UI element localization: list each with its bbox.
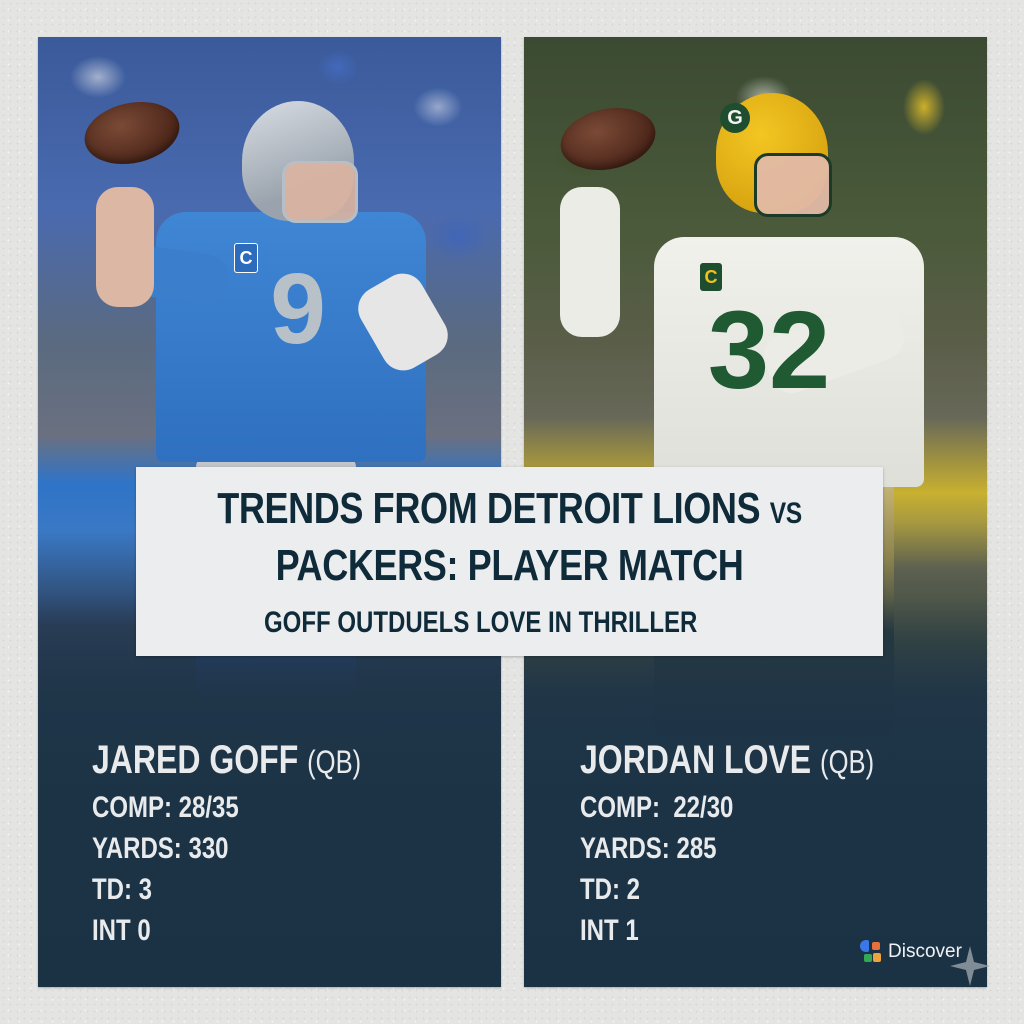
player-name-text: JORDAN LOVE [580,738,812,782]
packers-throwing-arm [560,187,620,337]
packers-helmet-icon [716,93,832,217]
headline-subtitle: GOFF OUTDUELS LOVE IN THRILLER [264,606,698,639]
player-position: (QB) [820,744,875,780]
stat-value: 22/30 [673,791,734,824]
football-icon [78,93,186,173]
discover-label: Discover [888,941,962,962]
stat-td: TD: 2 [580,869,874,910]
stat-value: 285 [676,832,717,865]
stat-label: TD: [580,873,620,906]
stat-label: COMP: [92,791,172,824]
packers-photo-panel: C 32 [524,37,987,987]
stat-comp: COMP: 22/30 [580,787,874,828]
captain-patch: C [700,263,722,291]
stat-comp: COMP: 28/35 [92,787,361,828]
headline-line-1-text: TRENDS FROM DETROIT LIONS [217,484,761,533]
headline-card: TRENDS FROM DETROIT LIONS VS PACKERS: PL… [136,467,883,656]
stat-value: 3 [138,873,153,906]
goff-stats: JARED GOFF (QB) COMP: 28/35 YARDS: 330 T… [92,735,428,951]
stat-label: YARDS: [580,832,670,865]
stat-value: 2 [626,873,641,906]
lions-throwing-arm [96,187,154,307]
stat-label: INT [580,914,619,947]
discover-badge: Discover [860,940,962,964]
stat-value: 330 [188,832,229,865]
player-name-text: JARED GOFF [92,738,299,782]
headline-line-2: PACKERS: PLAYER MATCH [275,541,744,590]
player-name: JORDAN LOVE (QB) [580,735,874,787]
google-discover-icon [860,940,884,964]
lions-helmet-icon [242,101,358,223]
stat-label: INT [92,914,131,947]
captain-patch: C [234,243,258,273]
football-icon [554,99,662,179]
stat-value: 0 [137,914,151,947]
headline-line-1: TRENDS FROM DETROIT LIONS VS [203,483,816,540]
jersey-number: 32 [707,289,831,412]
stats-shade [38,597,501,987]
love-stats: JORDAN LOVE (QB) COMP: 22/30 YARDS: 285 … [580,735,948,951]
jersey-number: 9 [270,253,326,365]
stat-yards: YARDS: 285 [580,828,874,869]
stat-int: INT 0 [92,910,361,951]
stat-label: COMP: [580,791,660,824]
stat-yards: YARDS: 330 [92,828,361,869]
stat-value: 1 [625,914,639,947]
stat-label: YARDS: [92,832,182,865]
player-position: (QB) [307,744,362,780]
headline-vs: VS [769,497,802,530]
stats-shade [524,597,987,987]
stat-label: TD: [92,873,132,906]
stat-td: TD: 3 [92,869,361,910]
stat-value: 28/35 [178,791,239,824]
stat-int: INT 1 [580,910,874,951]
player-name: JARED GOFF (QB) [92,735,361,787]
